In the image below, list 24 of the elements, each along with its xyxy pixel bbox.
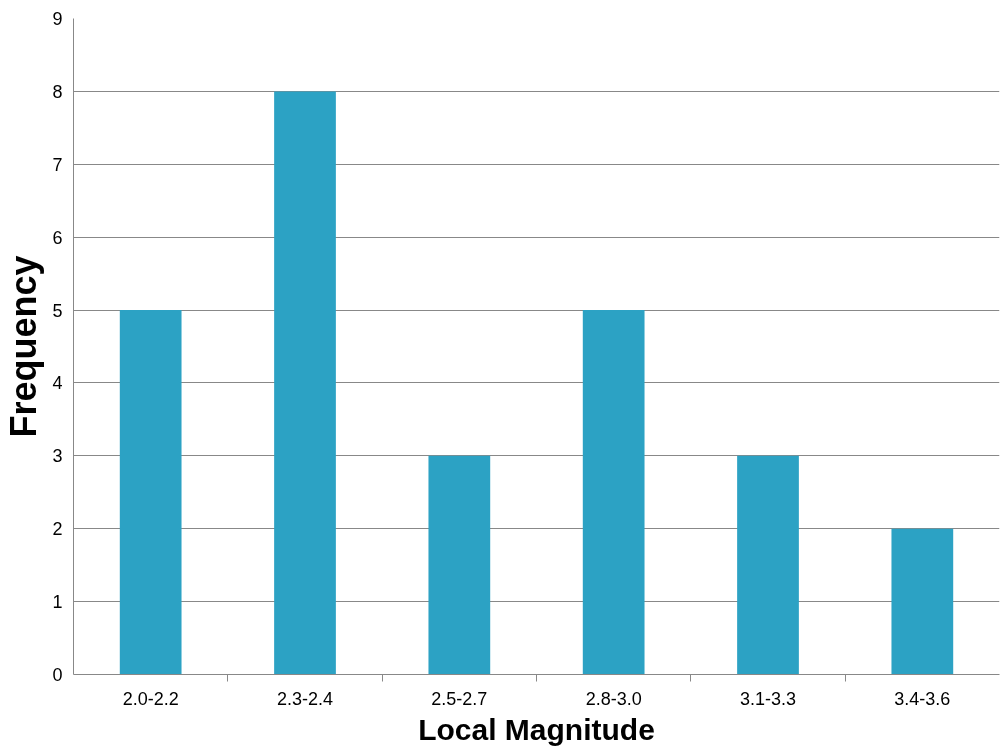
bar — [119, 310, 182, 675]
x-tick-label: 3.4-3.6 — [894, 688, 951, 709]
bar — [582, 310, 645, 675]
x-tick-label: 3.1-3.3 — [739, 688, 797, 709]
y-tick-label: 9 — [52, 9, 63, 29]
bar — [428, 455, 491, 675]
x-tick-label: 2.0-2.2 — [122, 688, 179, 709]
y-tick-label: 0 — [52, 665, 63, 685]
y-tick-label: 6 — [52, 227, 63, 248]
y-tick-label: 2 — [52, 519, 63, 540]
y-axis-title: Frequency — [3, 255, 45, 438]
y-tick-label: 4 — [52, 373, 63, 394]
x-axis-title: Local Magnitude — [418, 712, 655, 746]
y-tick-label: 7 — [52, 154, 63, 175]
y-tick-label: 3 — [52, 446, 63, 467]
x-tick-label: 2.3-2.4 — [276, 688, 334, 709]
x-tick-label: 2.5-2.7 — [431, 688, 488, 709]
bar — [891, 528, 954, 675]
y-tick-label: 8 — [52, 81, 63, 102]
y-tick-label: 5 — [52, 300, 63, 321]
bar — [737, 455, 799, 675]
bar — [274, 91, 336, 675]
y-tick-label: 1 — [52, 592, 63, 613]
x-tick-label: 2.8-3.0 — [585, 688, 642, 709]
